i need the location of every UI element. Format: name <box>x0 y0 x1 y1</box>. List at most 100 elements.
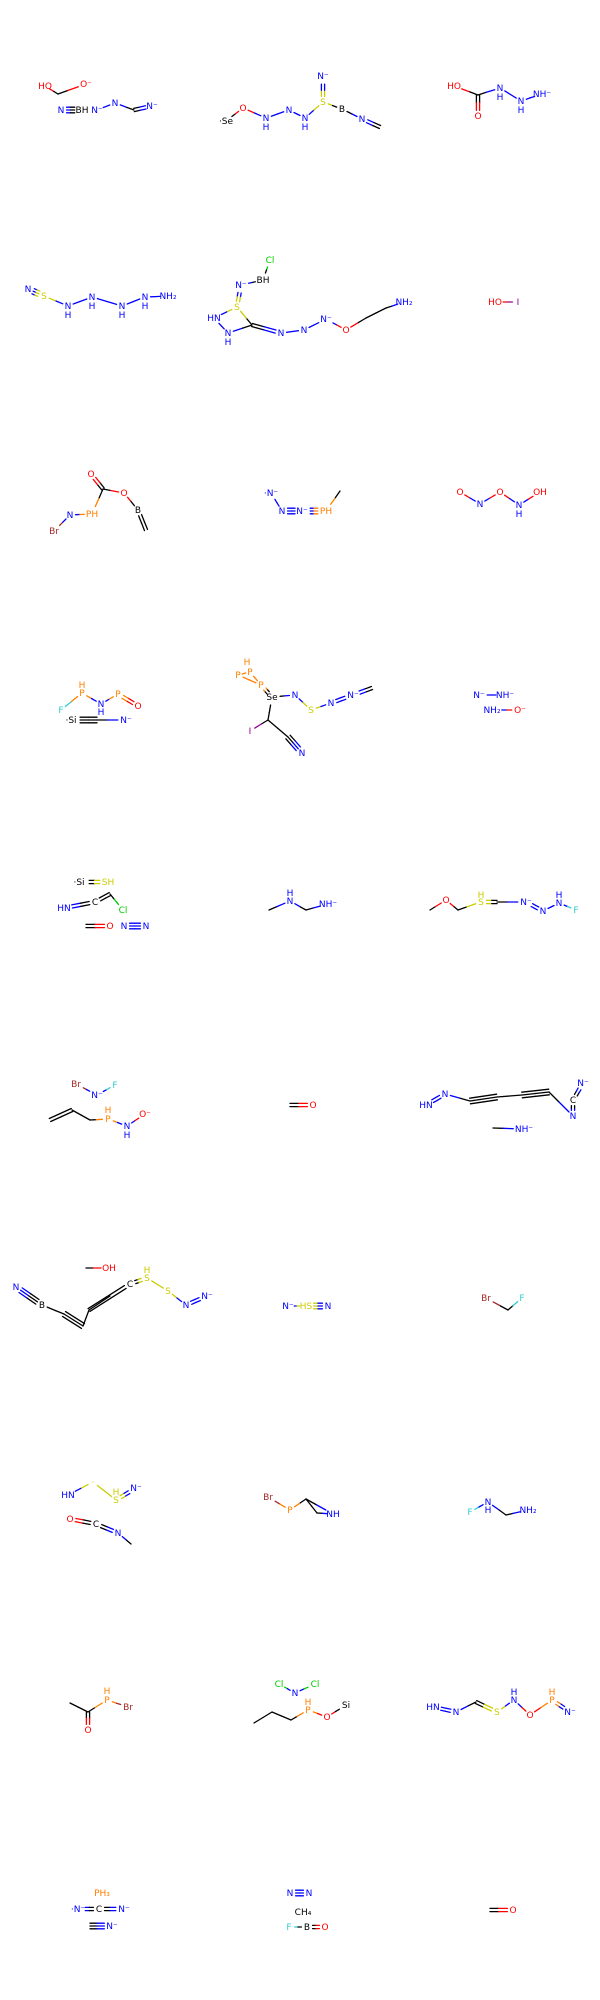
bond-27-6 <box>540 1702 549 1709</box>
bond-8-1 <box>274 498 278 504</box>
bond-11-11 <box>260 719 269 725</box>
atom-label: H <box>485 1506 492 1516</box>
bond-9-1 <box>469 497 476 502</box>
bond-2-9 <box>367 119 375 124</box>
bond-11-9 <box>359 691 368 695</box>
atom-label: S <box>41 292 47 302</box>
bond-1-6 <box>133 106 141 110</box>
atom-label: O <box>66 1515 73 1525</box>
molecule-22: HN · S N⁻ H O C N <box>61 1478 142 1545</box>
bond-7-3 <box>94 497 100 508</box>
atom-label: Br <box>123 1703 133 1713</box>
bond-3-5 <box>529 95 536 99</box>
bond-1-1 <box>48 88 55 93</box>
bond-1-1 <box>53 90 59 95</box>
bond-7-4 <box>92 478 99 486</box>
atom-label: N <box>516 501 523 511</box>
bond-24-2 <box>498 1509 507 1516</box>
bond-27-5 <box>521 1706 527 1712</box>
bond-26-5 <box>296 1712 304 1718</box>
atom-label: N <box>299 749 306 759</box>
bond-18-5 <box>534 1088 550 1092</box>
atom-label: ·N⁻ <box>71 1905 86 1915</box>
bond-8-4 <box>330 496 337 505</box>
bond-13-3 <box>100 897 107 902</box>
atom-label: N <box>225 329 232 339</box>
bond-19-10 <box>176 1297 183 1303</box>
bond-10-4 <box>122 694 130 700</box>
bond-11-12 <box>277 727 289 738</box>
bond-9-2 <box>484 497 491 502</box>
atom-label: H <box>119 311 126 321</box>
molecule-20: N⁻ HS N <box>282 1302 331 1312</box>
atom-label: F <box>519 1294 524 1304</box>
bond-10-1 <box>70 695 79 703</box>
bond-22-3 <box>125 1492 131 1497</box>
atom-label: N <box>497 84 504 94</box>
bond-11-4 <box>266 689 270 693</box>
bond-19-4 <box>72 1319 84 1327</box>
bond-26-2 <box>299 1688 305 1692</box>
atom-label: N⁻ <box>296 507 308 517</box>
atom-label: H <box>144 1266 151 1276</box>
bond-3-4 <box>509 93 517 99</box>
bond-2-7 <box>327 103 334 107</box>
atom-label: C <box>93 1520 99 1530</box>
atom-label: N <box>301 326 308 336</box>
bond-23-1 <box>279 1503 286 1508</box>
atom-label: H <box>518 106 525 116</box>
bond-9-4 <box>527 495 534 500</box>
bond-4-2 <box>48 297 57 302</box>
bond-4-4 <box>96 297 108 303</box>
molecule-30: O <box>489 1906 517 1916</box>
atom-label: BH <box>257 276 270 286</box>
bond-18-3 <box>469 1101 485 1105</box>
bond-16-3 <box>59 1107 72 1115</box>
atom-label: N⁻ <box>118 1905 130 1915</box>
atom-label: O <box>106 922 113 932</box>
bond-10-3 <box>108 696 114 700</box>
atom-label: BH <box>76 106 89 116</box>
bond-14-1 <box>276 902 286 908</box>
atom-label: O <box>134 702 141 712</box>
bond-15-6 <box>535 904 540 908</box>
atom-label: HS <box>300 1302 313 1312</box>
bond-25-1 <box>69 1702 80 1709</box>
atom-label: N⁻ <box>201 1292 213 1302</box>
bond-2-2 <box>253 112 262 117</box>
bond-19-7 <box>107 1287 127 1301</box>
atom-label: NH₂ <box>519 1506 537 1516</box>
bond-11-13 <box>294 740 302 748</box>
atom-label: H <box>516 510 523 520</box>
atom-label: B <box>304 1923 310 1933</box>
atom-label: N <box>115 1529 122 1539</box>
bond-7-7 <box>140 522 146 532</box>
bond-14-3 <box>312 905 321 909</box>
bond-11-2 <box>248 679 257 684</box>
bond-13-2 <box>79 900 90 904</box>
bond-9-3 <box>503 494 511 500</box>
bond-5-8 <box>251 322 265 328</box>
bond-1-2 <box>67 86 79 92</box>
molecule-25: O PH Br <box>69 1687 133 1736</box>
bond-18-1 <box>431 1096 437 1101</box>
atom-label: N <box>328 699 335 709</box>
molecule-12: N⁻ NH⁻ NH₂ O⁻ <box>473 691 526 716</box>
atom-label: I <box>249 727 252 737</box>
bond-23-1 <box>274 1500 281 1505</box>
bond-7-4 <box>95 476 101 484</box>
bond-4-5 <box>132 298 141 303</box>
bond-7-4 <box>96 484 103 491</box>
bond-16-4 <box>80 1114 91 1121</box>
bond-24-3 <box>512 1511 521 1515</box>
bond-4-5 <box>126 300 135 305</box>
atom-label: ·Si <box>73 878 84 888</box>
atom-label: O <box>342 326 349 336</box>
atom-label: H <box>124 1131 131 1141</box>
bond-23-2 <box>299 1498 307 1504</box>
bond-27-4 <box>504 1702 511 1707</box>
atom-label: N <box>325 1302 332 1312</box>
bond-15-1 <box>429 905 437 911</box>
